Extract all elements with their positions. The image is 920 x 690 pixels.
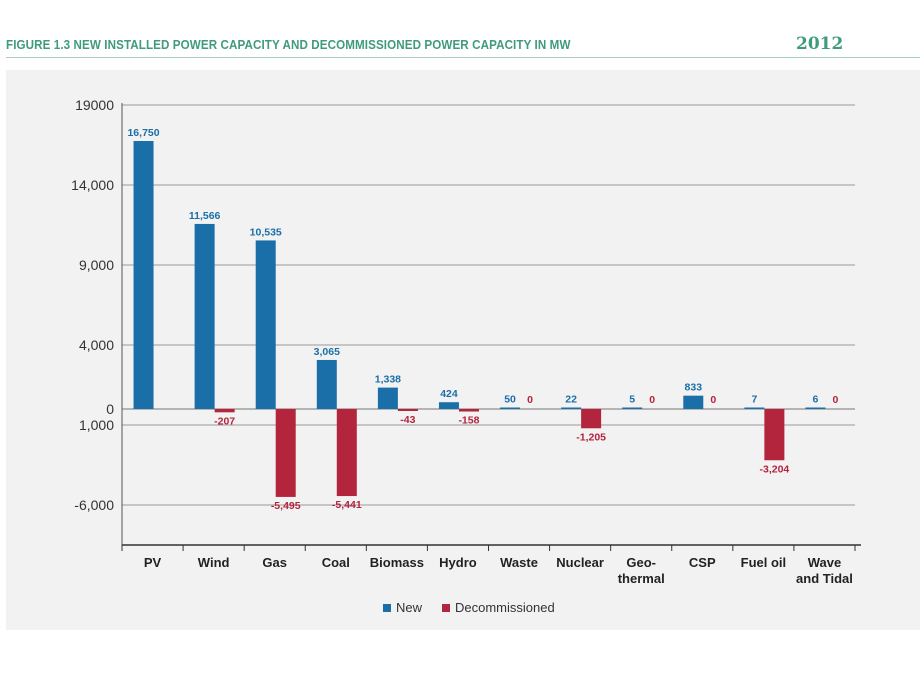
value-label-decommissioned: 0 <box>710 394 716 406</box>
value-label-new: 5 <box>629 394 635 406</box>
bar-decommissioned <box>764 409 785 461</box>
y-tick-label: -6,000 <box>74 497 114 513</box>
value-label-decommissioned: -158 <box>458 415 479 427</box>
value-label-decommissioned: -43 <box>400 414 415 426</box>
bar-new <box>683 395 704 409</box>
bar-new <box>377 387 398 409</box>
x-category-label: Nuclear <box>556 555 604 570</box>
x-category-label: Fuel oil <box>741 555 787 570</box>
value-label-new: 11,566 <box>189 210 221 222</box>
x-category-label: Waste <box>500 555 538 570</box>
x-category-label: PV <box>144 555 162 570</box>
bar-decommissioned <box>581 409 602 429</box>
value-label-new: 833 <box>685 382 703 394</box>
x-category-label: Gas <box>262 555 287 570</box>
legend-swatch-new <box>383 604 391 612</box>
value-label-new: 22 <box>565 394 577 406</box>
bar-new <box>438 402 459 409</box>
bar-new <box>561 407 582 409</box>
bars <box>133 141 826 497</box>
value-label-decommissioned: 0 <box>527 394 533 406</box>
legend-label-decommissioned: Decommissioned <box>455 600 555 615</box>
x-category-label: Coal <box>322 555 350 570</box>
bar-new <box>622 407 643 409</box>
bar-decommissioned <box>397 409 418 411</box>
chart-panel <box>6 70 920 630</box>
value-label-decommissioned: 0 <box>833 394 839 406</box>
bar-new <box>133 141 154 409</box>
bar-new <box>316 359 337 409</box>
value-label-new: 7 <box>751 394 757 406</box>
x-category-label: and Tidal <box>796 571 853 586</box>
value-label-decommissioned: -207 <box>214 415 235 427</box>
bar-new <box>500 407 521 409</box>
figure-title: FIGURE 1.3 NEW INSTALLED POWER CAPACITY … <box>6 38 571 52</box>
y-tick-label: 14,000 <box>71 177 114 193</box>
value-label-decommissioned: -3,204 <box>759 463 789 475</box>
legend-swatch-decommissioned <box>442 604 450 612</box>
y-tick-label: 0 <box>106 401 114 417</box>
value-label-new: 3,065 <box>314 346 340 358</box>
value-label-new: 1,338 <box>375 374 401 386</box>
bar-decommissioned <box>458 409 479 412</box>
y-tick-label: 4,000 <box>79 337 114 353</box>
x-category-label: Biomass <box>370 555 424 570</box>
value-label-new: 50 <box>504 394 516 406</box>
title-underline <box>6 57 920 58</box>
bar-new <box>194 223 215 409</box>
year-label: 2012 <box>796 34 844 54</box>
axes <box>121 103 861 551</box>
legend: New Decommissioned <box>383 600 555 615</box>
x-category-label: CSP <box>689 555 716 570</box>
x-category-label: Wave <box>808 555 841 570</box>
y-tick-label: 19000 <box>75 97 114 113</box>
bar-new <box>805 407 826 409</box>
y-tick-label: 9,000 <box>79 257 114 273</box>
bar-new <box>255 240 276 409</box>
value-label-decommissioned: 0 <box>649 394 655 406</box>
bar-decommissioned <box>214 409 235 413</box>
value-label-decommissioned: -5,441 <box>332 499 362 511</box>
x-category-label: thermal <box>618 571 665 586</box>
x-category-label: Wind <box>198 555 230 570</box>
gridlines <box>122 104 855 506</box>
x-category-label: Hydro <box>439 555 477 570</box>
bar-new <box>744 407 765 409</box>
value-label-new: 424 <box>440 388 458 400</box>
value-label-new: 10,535 <box>250 226 282 238</box>
y-axis-tick-labels: 19000 14,000 9,000 4,000 01,000 -6,000 <box>71 97 114 513</box>
value-label-decommissioned: -1,205 <box>576 431 606 443</box>
bar-decommissioned <box>336 409 357 497</box>
value-label-decommissioned: -5,495 <box>271 500 301 512</box>
y-tick-label: 1,000 <box>79 417 114 433</box>
x-category-label: Geo- <box>626 555 656 570</box>
legend-label-new: New <box>396 600 423 615</box>
value-label-new: 16,750 <box>127 127 159 139</box>
bar-decommissioned <box>275 409 296 497</box>
x-axis-category-labels: PV Wind Gas Coal Biomass Hydro Waste Nuclear Geo… <box>144 555 853 586</box>
value-label-new: 6 <box>813 394 819 406</box>
value-labels: 16,750 11,566 -207 10,535 -5,495 3,065 -5,441 1… <box>127 127 838 512</box>
